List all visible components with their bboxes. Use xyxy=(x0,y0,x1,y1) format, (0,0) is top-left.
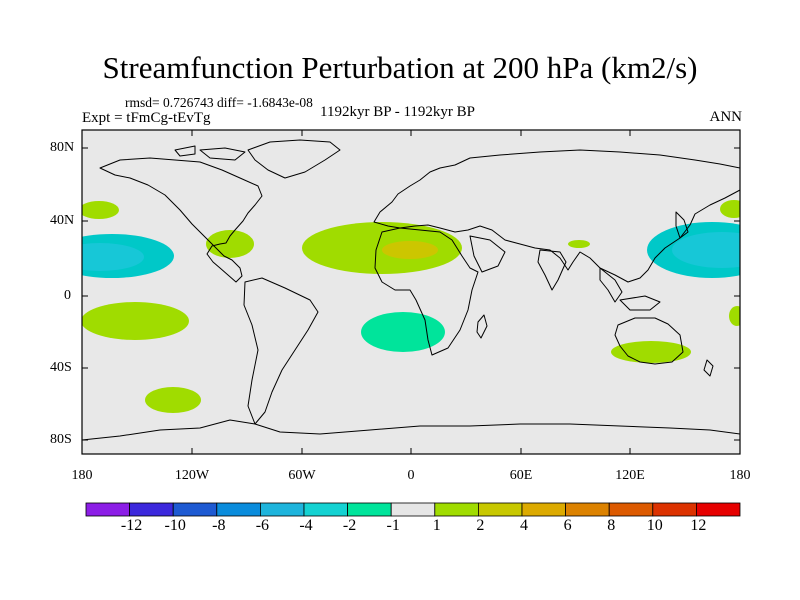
south-pacific-anomaly xyxy=(82,302,740,413)
coastlines xyxy=(82,139,740,441)
lat-tick-80s: 80S xyxy=(50,432,72,447)
north-pacific-east-core xyxy=(672,232,740,268)
coast-arctic-islands xyxy=(174,145,246,161)
lon-tick-0: 0 xyxy=(407,468,415,483)
north-pacific-west-core xyxy=(82,243,144,271)
colorbar-swatch xyxy=(652,502,697,517)
coast-japan xyxy=(675,211,689,239)
experiment-label: Expt = tFmCg-tEvTg xyxy=(82,110,211,126)
colorbar-label: -10 xyxy=(164,517,186,534)
colorbar-label: 10 xyxy=(646,517,663,534)
colorbar-label: 1 xyxy=(432,517,441,534)
australia-region xyxy=(611,341,691,363)
atlantic-africa-outer xyxy=(302,222,462,274)
coast-australia xyxy=(614,317,684,365)
south-pacific-region xyxy=(82,302,189,340)
colorbar xyxy=(85,502,741,517)
south-atlantic-region xyxy=(361,312,445,352)
coast-north-america xyxy=(99,157,263,283)
colorbar-label: 12 xyxy=(690,517,707,534)
colorbar-label: -2 xyxy=(342,517,357,534)
colorbar-swatch xyxy=(696,502,741,517)
colorbar-label: -6 xyxy=(255,517,270,534)
anomaly-layer xyxy=(82,139,740,441)
coast-southeast-asia xyxy=(599,267,661,311)
colorbar-swatch xyxy=(477,502,523,517)
south-pacific-lower-region xyxy=(145,387,201,413)
north-atlantic-africa-anomaly xyxy=(82,200,740,274)
lon-tick-120e: 120E xyxy=(615,468,645,483)
stats-text: rmsd= 0.726743 diff= -1.6843e-08 xyxy=(125,95,313,110)
colorbar-label: 2 xyxy=(476,517,485,534)
coast-india xyxy=(537,249,567,291)
colorbar-label: -8 xyxy=(212,517,226,534)
colorbar-swatch xyxy=(172,502,218,517)
season-label: ANN xyxy=(709,109,743,125)
colorbar-swatch xyxy=(521,502,566,517)
coast-africa xyxy=(374,227,479,356)
colorbar-swatch xyxy=(390,502,436,517)
lat-tick-0: 0 xyxy=(64,288,71,303)
colorbar-swatch xyxy=(303,502,348,517)
colorbar-swatch xyxy=(216,502,261,517)
axis-ticks xyxy=(82,130,740,454)
colorbar-label: -12 xyxy=(120,517,143,534)
north-pacific-small-patch xyxy=(82,201,119,219)
colorbar-label: 4 xyxy=(520,517,528,534)
coast-greenland xyxy=(247,139,341,179)
north-pacific-west-anomaly xyxy=(82,234,174,278)
lat-tick-40n: 40N xyxy=(50,213,75,228)
north-pacific-east-anomaly xyxy=(647,222,740,278)
north-pacific-east-small-patch xyxy=(720,200,740,218)
coast-europe-asia xyxy=(373,149,740,283)
lon-tick-60w: 60W xyxy=(288,468,316,483)
coast-south-america xyxy=(243,277,319,425)
colorbar-swatch xyxy=(259,502,305,517)
plot-title: Streamfunction Perturbation at 200 hPa (… xyxy=(102,50,698,85)
colorbar-swatch xyxy=(85,502,130,517)
gulf-of-mexico-patch xyxy=(206,230,254,258)
colorbar-label: 8 xyxy=(607,517,616,534)
lat-tick-40s: 40S xyxy=(50,360,72,375)
india-small-patch xyxy=(568,240,590,248)
atlantic-africa-core xyxy=(382,241,438,259)
south-atlantic-anomaly xyxy=(361,312,445,352)
colorbar-swatch xyxy=(129,502,174,517)
coast-antarctica xyxy=(82,419,740,441)
colorbar-label: 6 xyxy=(563,517,572,534)
lon-tick-180e: 180 xyxy=(729,468,751,483)
lon-tick-120w: 120W xyxy=(174,468,210,483)
australia-anomaly xyxy=(611,341,691,363)
colorbar-swatch xyxy=(608,502,654,517)
colorbar-swatch xyxy=(347,502,392,517)
period-label: 1192kyr BP - 1192kyr BP xyxy=(320,104,476,120)
lon-tick-180w: 180 xyxy=(71,468,93,483)
colorbar-label: -4 xyxy=(299,517,313,534)
colorbar-label: -1 xyxy=(386,517,400,534)
coast-madagascar xyxy=(476,314,488,339)
lat-tick-80n: 80N xyxy=(50,140,75,155)
coast-arabia xyxy=(469,235,506,273)
lon-tick-60e: 60E xyxy=(509,468,533,483)
coast-new-zealand xyxy=(703,359,714,377)
colorbar-swatch xyxy=(434,502,479,517)
colorbar-swatch xyxy=(565,502,610,517)
south-pacific-east-edge xyxy=(729,306,740,326)
